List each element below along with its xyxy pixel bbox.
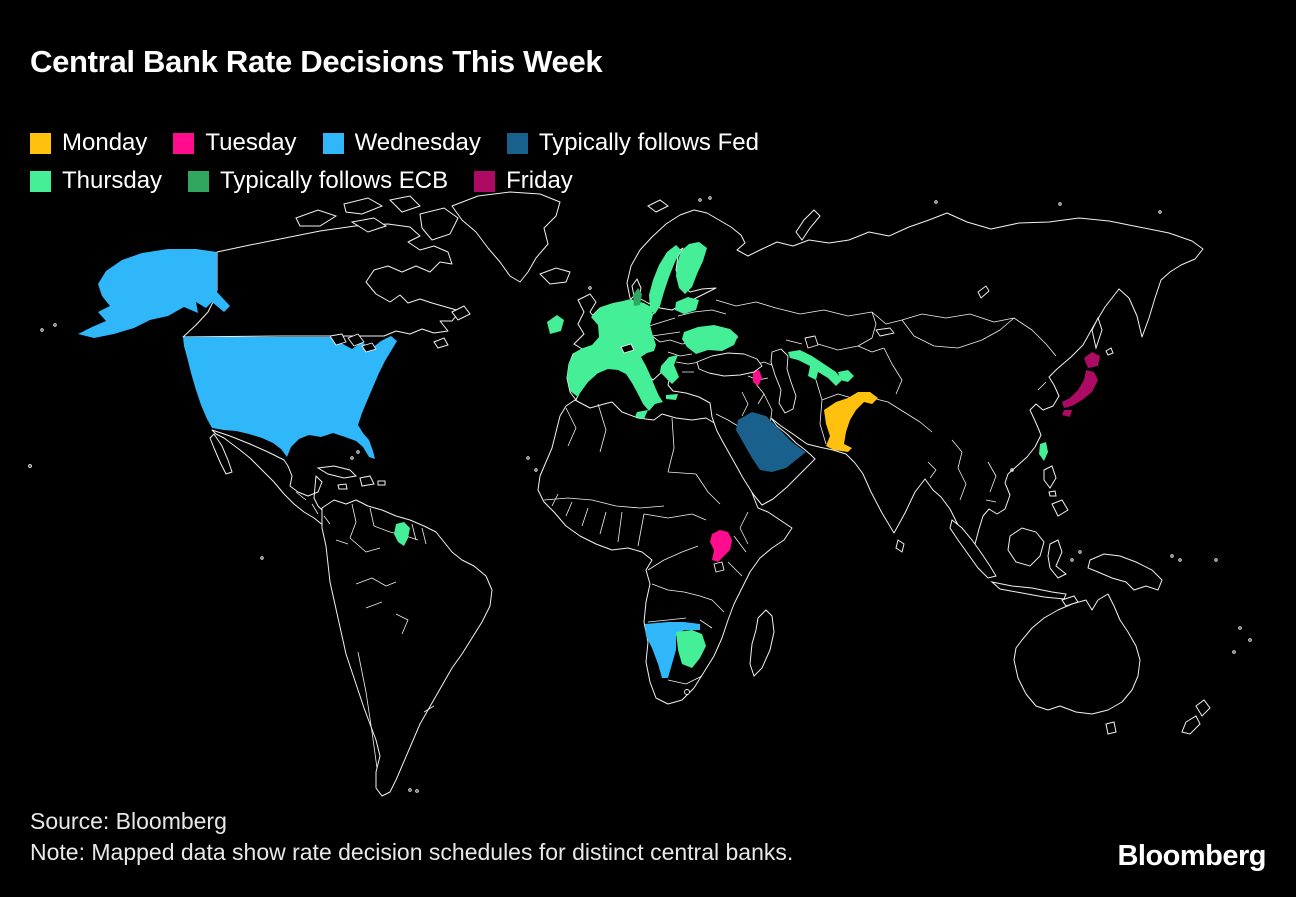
map-region-japan: [1062, 352, 1100, 417]
follows-ecb-label: Typically follows ECB: [220, 167, 449, 194]
friday-label: Friday: [506, 167, 573, 194]
legend-item-thursday: Thursday: [30, 167, 162, 195]
island-sumatra: [949, 519, 997, 579]
island-sakhalin: [1091, 316, 1114, 356]
euro-area-ireland: [547, 315, 564, 334]
legend-item-friday: Friday: [474, 167, 573, 195]
islands-philippines: [1043, 465, 1069, 517]
caspian-sea: [770, 348, 797, 414]
caribbean-islands: [316, 465, 386, 490]
map-region-pakistan: [824, 392, 878, 452]
island-tasmania: [1105, 721, 1117, 735]
legend: Monday Tuesday Wednesday Typically follo…: [30, 124, 759, 200]
legend-row-2: Thursday Typically follows ECB Friday: [30, 162, 759, 200]
follows-fed-label: Typically follows Fed: [538, 129, 759, 156]
wednesday-swatch: [322, 132, 344, 154]
island-borneo: [1007, 527, 1045, 567]
map-region-denmark: [633, 288, 642, 306]
switzerland-enclave: [620, 343, 635, 354]
small-islands: [28, 196, 1252, 793]
bloomberg-logo: Bloomberg: [1117, 840, 1266, 872]
monday-label: Monday: [62, 129, 148, 156]
follows-fed-swatch: [506, 132, 528, 154]
euro-area-sicily: [635, 410, 648, 419]
euro-area-baltics: [675, 297, 699, 314]
lake-baikal: [977, 285, 990, 299]
landmass-greenland: [451, 191, 561, 283]
tuesday-label: Tuesday: [205, 129, 297, 156]
landmass-australia: [1013, 593, 1141, 715]
follows-ecb-swatch: [188, 170, 210, 192]
landmass-south-america: [321, 499, 493, 797]
island-iceland: [539, 267, 571, 285]
source-text: Source: Bloomberg: [30, 808, 227, 834]
tuesday-swatch: [173, 132, 195, 154]
thursday-swatch: [30, 170, 51, 192]
friday-swatch: [474, 170, 496, 192]
island-java: [990, 581, 1067, 600]
island-newfoundland: [433, 305, 471, 349]
lesotho-enclave: [684, 689, 690, 695]
map-region-guyana: [394, 522, 410, 546]
legend-item-wednesday: Wednesday: [322, 129, 481, 157]
map-region-saudi-arabia: [736, 412, 806, 472]
japan-hokkaido: [1084, 352, 1100, 368]
hawaii-dot: [28, 464, 32, 468]
great-lakes: [329, 333, 377, 353]
landmass-mexico-central-america: [211, 429, 341, 533]
island-new-guinea: [1087, 553, 1163, 591]
map-region-namibia: [645, 622, 700, 678]
thursday-label: Thursday: [62, 167, 163, 194]
lake-victoria: [713, 561, 725, 573]
island-madagascar: [749, 609, 775, 677]
euro-area-mainland: [567, 299, 663, 411]
continents: [182, 191, 1211, 797]
arctic-russian-islands: [647, 199, 821, 241]
lakes-and-seas: [329, 285, 990, 695]
footer: Source: Bloomberg Note: Mapped data show…: [30, 806, 793, 868]
islands-new-zealand: [1181, 699, 1211, 735]
map-region-uzbekistan: [788, 350, 842, 386]
legend-item-follows-fed: Typically follows Fed: [506, 129, 759, 157]
arctic-islands: [295, 195, 459, 241]
wednesday-label: Wednesday: [354, 129, 481, 156]
map-region-united-states: [78, 249, 397, 459]
map-region-taiwan: [1039, 442, 1048, 461]
map-region-tajikistan: [838, 370, 854, 382]
map-region-botswana: [676, 630, 706, 668]
black-sea: [696, 352, 763, 377]
legend-item-monday: Monday: [30, 129, 147, 157]
map-region-ukraine: [682, 325, 738, 354]
legend-item-follows-ecb: Typically follows ECB: [188, 167, 448, 195]
map-region-sweden: [649, 245, 681, 314]
map-region-armenia: [753, 370, 762, 386]
legend-item-tuesday: Tuesday: [173, 129, 297, 157]
island-sri-lanka: [895, 539, 905, 553]
page-title: Central Bank Rate Decisions This Week: [30, 44, 603, 79]
note-text: Note: Mapped data show rate decision sch…: [30, 839, 794, 865]
lake-balkhash: [875, 327, 895, 337]
map-region-euro-area: [547, 242, 707, 419]
landmass-africa: [537, 399, 793, 705]
euro-area-finland: [676, 242, 707, 294]
legend-row-1: Monday Tuesday Wednesday Typically follo…: [30, 124, 759, 162]
island-sulawesi: [1047, 539, 1067, 579]
japan-honshu: [1062, 370, 1098, 408]
map-region-uganda: [710, 530, 732, 562]
map-region-alaska: [78, 249, 230, 338]
monday-swatch: [30, 132, 51, 154]
euro-area-greece: [660, 355, 679, 400]
aral-sea: [804, 335, 819, 349]
baja-peninsula: [209, 433, 233, 475]
landmass-canada: [182, 223, 461, 338]
japan-kyushu: [1062, 410, 1072, 417]
